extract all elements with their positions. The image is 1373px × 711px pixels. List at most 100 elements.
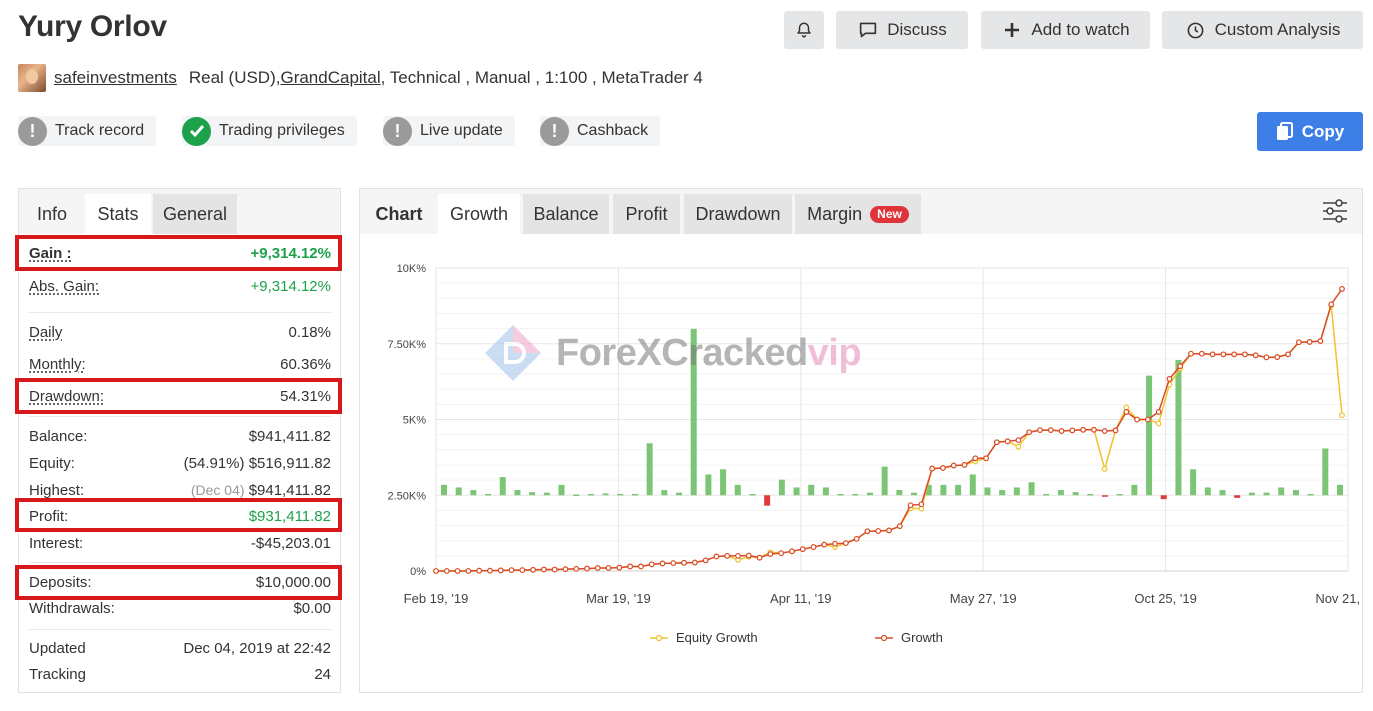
profit-bar: [661, 490, 668, 496]
tab-general[interactable]: General: [153, 194, 237, 234]
profit-bar: [734, 484, 741, 496]
stat-value: 54.31%: [280, 388, 331, 405]
x-tick-label: Nov 21, '19: [1315, 591, 1362, 606]
stat-label[interactable]: Monthly:: [29, 356, 86, 373]
copy-label: Copy: [1301, 121, 1345, 141]
sliders-icon[interactable]: [1322, 199, 1348, 228]
tab-growth[interactable]: Growth: [438, 194, 520, 234]
profit-bar: [793, 487, 800, 496]
growth-point: [638, 563, 644, 570]
stat-label[interactable]: Abs. Gain:: [29, 278, 100, 295]
profit-bar: [1234, 495, 1241, 498]
custom-analysis-button[interactable]: Custom Analysis: [1162, 11, 1363, 49]
badge-live-update[interactable]: ! Live update: [383, 116, 515, 146]
stat-label[interactable]: Gain :: [29, 245, 72, 262]
y-tick-label: 0%: [410, 566, 426, 578]
growth-point: [627, 563, 634, 570]
x-tick-label: Mar 19, '19: [586, 591, 651, 606]
notification-button[interactable]: [784, 11, 824, 49]
tab-stats[interactable]: Stats: [85, 194, 151, 234]
badge-trading-privileges[interactable]: Trading privileges: [182, 116, 357, 146]
avatar[interactable]: [18, 64, 46, 92]
profit-bar: [1263, 492, 1270, 496]
account-meta: safeinvestments Real (USD), GrandCapital…: [18, 64, 703, 92]
stat-daily: Daily 0.18%: [29, 324, 331, 341]
stat-monthly: Monthly: 60.36%: [29, 356, 331, 373]
badge-track-record[interactable]: ! Track record: [18, 116, 157, 146]
stat-deposits: Deposits: $10,000.00: [29, 574, 331, 591]
growth-point: [584, 565, 590, 572]
growth-point: [702, 557, 709, 564]
stat-updated: Updated Dec 04, 2019 at 22:42: [29, 640, 331, 657]
growth-point: [821, 541, 828, 548]
profit-bar: [1043, 493, 1050, 496]
tab-drawdown[interactable]: Drawdown: [684, 194, 792, 234]
profit-bar: [1190, 469, 1197, 496]
stat-equity-pct: (54.91%): [183, 455, 245, 472]
growth-point: [918, 501, 925, 508]
badge-cashback[interactable]: ! Cashback: [540, 116, 661, 146]
stat-equity: Equity: (54.91%) $516,911.82: [29, 455, 331, 472]
growth-point: [1004, 438, 1011, 445]
stat-label[interactable]: Drawdown:: [29, 388, 105, 405]
chart-panel: Chart Growth Balance Profit Drawdown Mar…: [359, 188, 1363, 693]
stat-label: Tracking: [29, 666, 86, 683]
growth-point: [508, 567, 515, 573]
copy-button[interactable]: Copy: [1257, 112, 1363, 151]
growth-point: [465, 568, 472, 574]
profit-bar: [778, 479, 785, 496]
growth-point: [1188, 350, 1194, 357]
stat-profit: Profit: $931,411.82: [29, 508, 331, 525]
growth-point: [1080, 426, 1087, 433]
x-tick-label: Feb 19, '19: [404, 591, 469, 606]
stat-interest: Interest: -$45,203.01: [29, 535, 331, 552]
tab-profit[interactable]: Profit: [613, 194, 680, 234]
divider: [29, 629, 331, 630]
growth-point: [443, 568, 450, 574]
stat-label[interactable]: Daily: [29, 324, 63, 341]
exclamation-icon: !: [383, 116, 412, 146]
username-link[interactable]: safeinvestments: [54, 68, 177, 87]
growth-point: [1155, 409, 1162, 415]
growth-point: [1198, 350, 1205, 357]
growth-point: [940, 465, 946, 471]
broker-link[interactable]: GrandCapital: [280, 68, 381, 87]
profit-bar: [1057, 490, 1064, 496]
growth-point: [864, 528, 871, 535]
stat-label: Equity:: [29, 455, 75, 472]
growth-point: [616, 564, 623, 571]
profit-bar: [1204, 487, 1211, 496]
add-to-watch-button[interactable]: Add to watch: [981, 11, 1150, 49]
growth-point: [1339, 286, 1345, 292]
profit-bar: [573, 494, 580, 496]
y-tick-label: 5K%: [403, 415, 426, 427]
growth-point: [433, 568, 439, 574]
profit-bar: [896, 490, 903, 496]
growth-point: [1112, 427, 1119, 434]
growth-point: [950, 462, 957, 469]
growth-point: [1037, 427, 1043, 434]
tab-info[interactable]: Info: [19, 194, 85, 234]
growth-point: [961, 462, 968, 468]
highlight-box-drawdown: [15, 378, 342, 414]
stat-value: $516,911.82: [248, 455, 331, 472]
growth-point: [659, 560, 666, 567]
x-tick-label: Oct 25, '19: [1134, 591, 1196, 606]
growth-point: [1015, 437, 1022, 444]
profit-bar: [1219, 490, 1226, 496]
profit-bar: [822, 487, 829, 496]
profit-bar: [514, 490, 521, 496]
divider: [29, 562, 331, 563]
growth-point: [713, 553, 720, 560]
stat-abs-gain: Abs. Gain: +9,314.12%: [29, 278, 331, 295]
highlight-box-deposits: [15, 565, 342, 600]
profit-bar: [529, 492, 536, 496]
discuss-button[interactable]: Discuss: [836, 11, 968, 49]
tab-margin[interactable]: Margin New: [795, 194, 921, 234]
profit-bar: [852, 493, 859, 496]
profit-bar: [455, 487, 462, 496]
tab-balance[interactable]: Balance: [523, 194, 609, 234]
growth-point: [1231, 351, 1238, 358]
growth-point: [1285, 351, 1291, 358]
profit-bar: [720, 469, 727, 496]
